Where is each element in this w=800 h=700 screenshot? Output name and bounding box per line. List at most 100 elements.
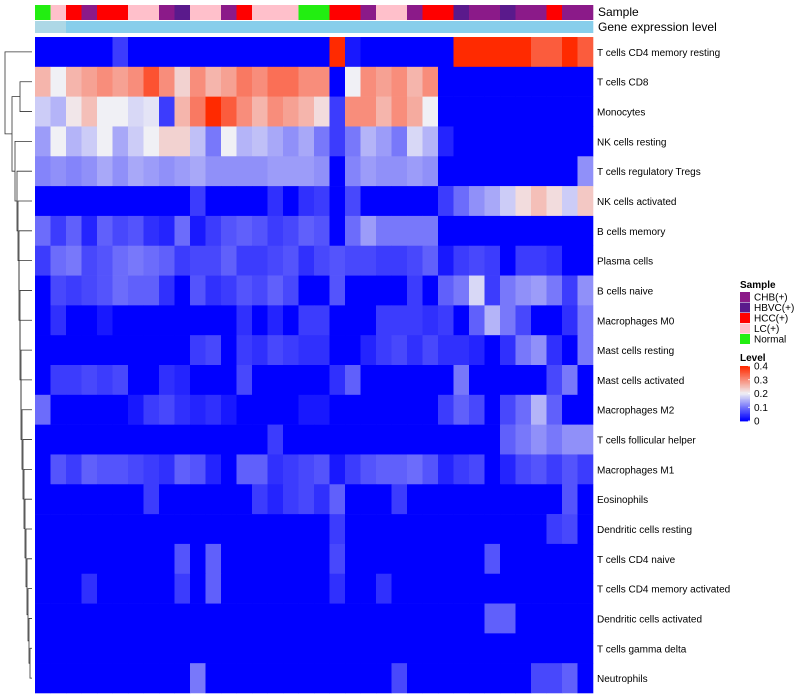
heatmap-cell — [252, 514, 268, 545]
heatmap-cell — [190, 275, 206, 306]
heatmap-cell — [35, 215, 51, 247]
heatmap-cell — [407, 215, 423, 247]
dendrogram-branch — [28, 618, 32, 664]
heatmap-cell — [50, 394, 67, 425]
heatmap-cell — [50, 484, 67, 515]
heatmap-cell — [35, 275, 51, 306]
sample-annotation-cell — [298, 5, 315, 20]
sample-legend-swatch — [740, 334, 750, 344]
heatmap-cell — [469, 663, 485, 694]
heatmap-cell — [283, 305, 299, 336]
heatmap-cell — [469, 573, 485, 604]
heatmap-cell — [500, 37, 516, 68]
sample-legend-title: Sample — [740, 280, 776, 291]
heatmap-cell — [252, 305, 268, 336]
heatmap-cell — [50, 365, 67, 396]
sample-legend-label: HCC(+) — [754, 314, 788, 325]
heatmap-cell — [128, 335, 144, 366]
heatmap-cell — [314, 365, 330, 396]
heatmap-cell — [35, 365, 51, 396]
sample-annotation-cell — [360, 5, 377, 20]
heatmap-cell — [81, 126, 98, 157]
heatmap-cell — [562, 66, 578, 97]
sample-annotation-cell — [546, 5, 563, 20]
heatmap-cell — [221, 543, 237, 575]
heatmap-cell — [81, 543, 98, 575]
heatmap-cell — [360, 96, 377, 127]
level-legend-gradient-step — [740, 371, 750, 374]
heatmap-cell — [422, 186, 439, 217]
heatmap-cell — [484, 514, 501, 545]
heatmap-cell — [221, 335, 237, 366]
heatmap-cell — [236, 573, 253, 604]
heatmap-cell — [329, 37, 346, 68]
heatmap-cell — [546, 454, 563, 485]
row-label: T cells CD4 memory resting — [597, 48, 720, 59]
heatmap-cell — [236, 156, 253, 187]
heatmap-cell — [143, 424, 160, 455]
heatmap-cell — [531, 96, 547, 127]
heatmap-cell — [81, 245, 98, 276]
heatmap-cell — [267, 126, 284, 157]
heatmap-cell — [422, 215, 439, 247]
heatmap-cell — [360, 603, 377, 634]
heatmap-cell — [314, 454, 330, 485]
heatmap-cell — [128, 37, 144, 68]
heatmap-cell — [35, 305, 51, 336]
heatmap-cell — [484, 365, 501, 396]
sample-annotation-cell — [345, 5, 361, 20]
heatmap-cell — [438, 603, 454, 634]
heatmap-cell — [97, 394, 113, 425]
heatmap-cell — [205, 514, 222, 545]
heatmap-cell — [531, 126, 547, 157]
heatmap-cell — [329, 663, 346, 694]
heatmap-cell — [174, 603, 191, 634]
heatmap-cell — [345, 245, 361, 276]
heatmap-cell — [345, 543, 361, 575]
dendrogram-branch — [11, 96, 20, 172]
dendrogram-branch — [19, 81, 32, 112]
heatmap-cell — [453, 275, 470, 306]
heatmap-cell — [515, 156, 532, 187]
level-legend-gradient-step — [740, 410, 750, 412]
heatmap-cell — [221, 573, 237, 604]
heatmap-cell — [391, 543, 408, 575]
row-labels: T cells CD4 memory resting T cells CD8 Mon… — [597, 48, 730, 685]
heatmap-cell — [66, 37, 82, 68]
heatmap-cell — [546, 186, 563, 217]
row-label: T cells gamma delta — [597, 644, 687, 655]
heatmap-cell — [283, 245, 299, 276]
heatmap-cell — [438, 633, 454, 664]
heatmap-cell — [453, 37, 470, 68]
heatmap-cell — [190, 603, 206, 634]
heatmap-cell — [190, 663, 206, 694]
heatmap-cell — [562, 215, 578, 247]
heatmap-cell — [190, 215, 206, 247]
heatmap-cell — [314, 37, 330, 68]
heatmap-cell — [484, 305, 501, 336]
heatmap-cell — [314, 335, 330, 366]
heatmap-cell — [453, 126, 470, 157]
heatmap-cell — [329, 424, 346, 455]
heatmap-cell — [562, 454, 578, 485]
heatmap-cell — [407, 275, 423, 306]
row-label: Plasma cells — [597, 257, 653, 268]
heatmap-cell — [422, 454, 439, 485]
heatmap-cell — [221, 663, 237, 694]
heatmap-cell — [376, 37, 392, 68]
heatmap-cell — [252, 633, 268, 664]
heatmap-cell — [500, 514, 516, 545]
heatmap-cell — [267, 633, 284, 664]
dendrogram-branch — [19, 290, 32, 351]
heatmap-cell — [174, 573, 191, 604]
row-label: Dendritic cells resting — [597, 525, 692, 536]
heatmap-cell — [50, 305, 67, 336]
heatmap-cell — [97, 305, 113, 336]
heatmap-cell — [159, 335, 175, 366]
sample-annotation-cell — [329, 5, 346, 20]
heatmap-cell — [438, 186, 454, 217]
heatmap-cell — [190, 156, 206, 187]
heatmap-cell — [50, 603, 67, 634]
heatmap-cell — [298, 603, 315, 634]
row-label: T cells follicular helper — [597, 436, 696, 447]
